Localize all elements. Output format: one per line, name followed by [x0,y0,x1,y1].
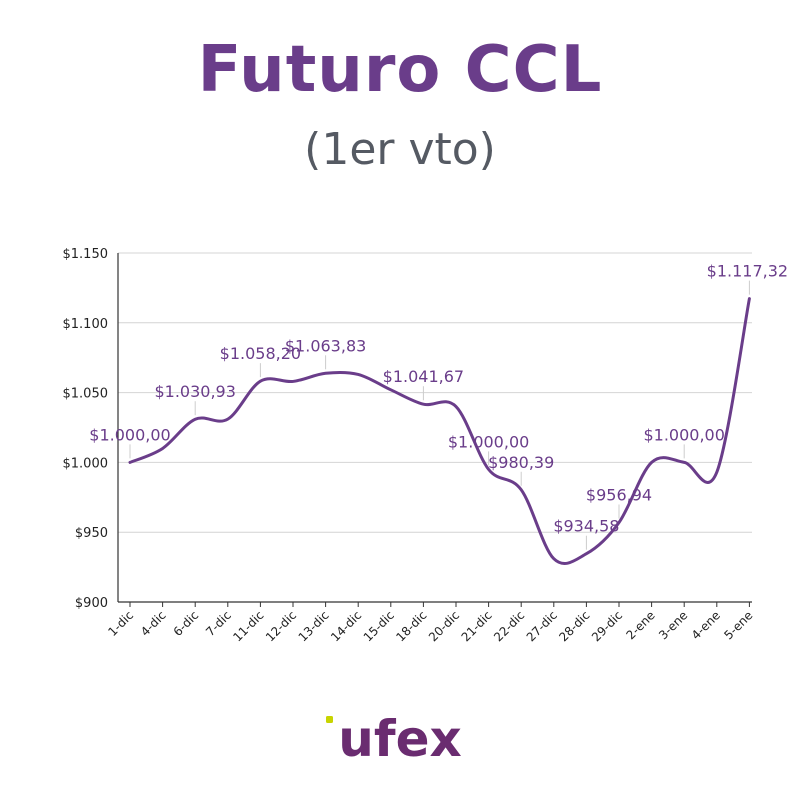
data-label: $1.000,00 [448,432,529,451]
x-tick-label: 11-dic [230,608,266,644]
data-label: $934,58 [553,517,619,536]
x-tick-label: 15-dic [361,608,397,644]
x-tick-label: 4-ene [689,608,723,642]
data-point [356,372,360,376]
series-ccl [128,297,751,565]
x-tick-labels: 1-dic 4-dic 6-dic 7-dic11-dic12-dic13-dic14… [105,608,755,644]
x-tick-label: 6-dic [171,608,202,639]
x-tick-label: 29-dic [589,608,625,644]
data-point [519,488,523,492]
y-tick-label: $1.100 [63,317,109,332]
data-point [226,417,230,421]
data-point [193,417,197,421]
ufex-logo-mark: ufex [326,710,462,768]
x-tick-label: 12-dic [263,608,299,644]
y-tick-label: $950 [75,526,108,541]
data-point [584,552,588,556]
x-tick-label: 21-dic [459,608,495,644]
data-label: $1.041,67 [383,367,464,386]
data-label: $1.063,83 [285,336,366,355]
data-point [552,557,556,561]
x-tick-label: 4-dic [138,608,169,639]
x-tick-label: 27-dic [524,608,560,644]
x-tick-label: 5-ene [721,608,755,642]
data-point [258,379,262,383]
x-tick-label: 22-dic [491,608,527,644]
x-tick-label: 14-dic [328,608,364,644]
data-point [421,402,425,406]
y-tick-label: $900 [75,596,108,611]
data-label: $980,39 [488,453,554,472]
data-point [324,371,328,375]
data-point [389,388,393,392]
data-point [161,446,165,450]
data-point [128,460,132,464]
logo-accent-dot [326,716,333,723]
x-tick-label: 20-dic [426,608,462,644]
axes [117,253,752,607]
chart-subtitle: (1er vto) [304,124,496,175]
y-tick-label: $1.050 [63,387,109,402]
data-point [715,470,719,474]
data-label: $1.117,32 [707,262,788,281]
data-point [291,379,295,383]
x-tick-label: 18-dic [393,608,429,644]
series-line [128,297,751,565]
data-point [454,405,458,409]
x-tick-label: 28-dic [556,608,592,644]
line-chart: $900$950$1.000$1.050$1.100$1.150 1-dic 4-… [63,247,789,644]
chart-title: Futuro CCL [197,33,603,107]
data-point [650,460,654,464]
x-tick-label: 3-ene [656,608,690,642]
x-tick-label: 13-dic [296,608,332,644]
x-tick-label: 1-dic [105,608,136,639]
data-labels: $1.000,00 $1.030,93 $1.058,20$1.063,83 $1.0… [89,262,788,550]
logo-text: ufex [338,710,462,768]
data-label: $1.058,20 [220,344,301,363]
x-tick-label: 2-ene [624,608,658,642]
y-tick-labels: $900 $950 $1.000 $1.050 $1.100 $1.150 [63,247,109,611]
data-point [682,460,686,464]
y-tick-label: $1.000 [63,456,109,471]
ufex-logo: ufex [0,708,800,772]
data-label: $956,94 [586,486,652,505]
data-label: $1.030,93 [154,382,235,401]
y-tick-label: $1.150 [63,247,109,262]
data-label: $1.000,00 [89,425,170,444]
data-point [747,297,751,301]
data-label: $1.000,00 [643,425,724,444]
